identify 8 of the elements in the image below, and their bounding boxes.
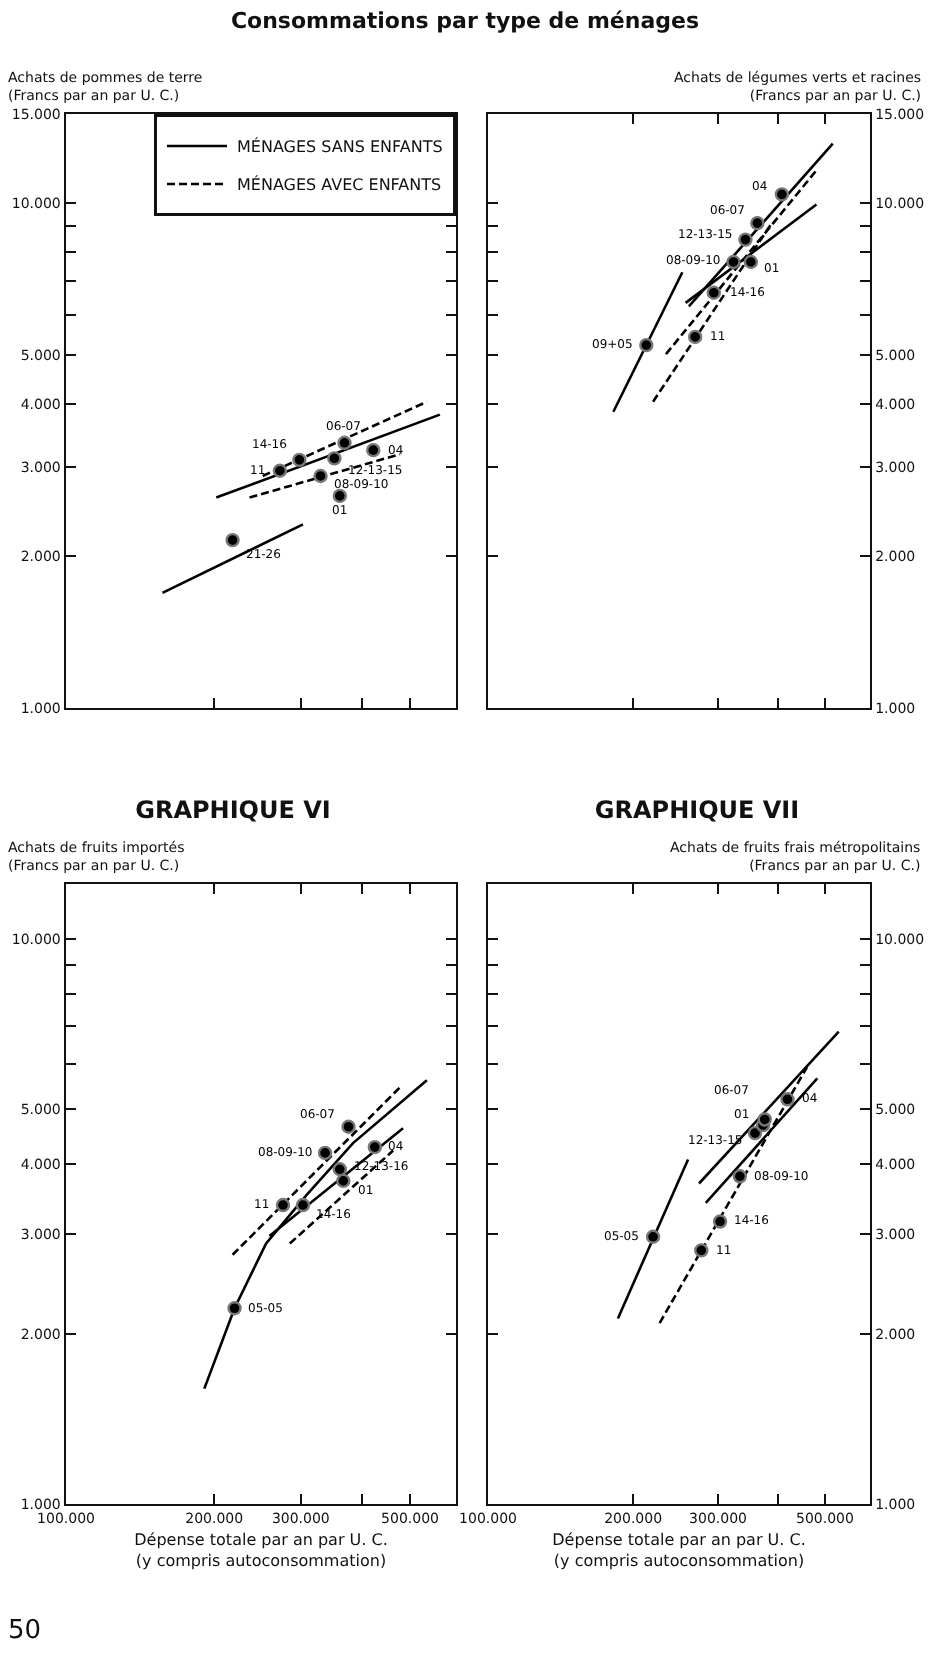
text: 50 (8, 1616, 42, 1646)
legend-label: MÉNAGES AVEC ENFANTS (237, 174, 442, 195)
chart-title: GRAPHIQUE VI (133, 796, 333, 824)
legend-label: MÉNAGES SANS ENFANTS (237, 136, 443, 157)
x-axis-title: Dépense totale par an par U. C. (y compris autoconsommation) (552, 1531, 806, 1570)
chart-title: GRAPHIQUE VII (592, 796, 802, 824)
chart-title: Consommations par type de ménages (228, 8, 702, 34)
x-axis-title: Dépense totale par an par U. C. (y compris autoconsommation) (134, 1531, 388, 1570)
